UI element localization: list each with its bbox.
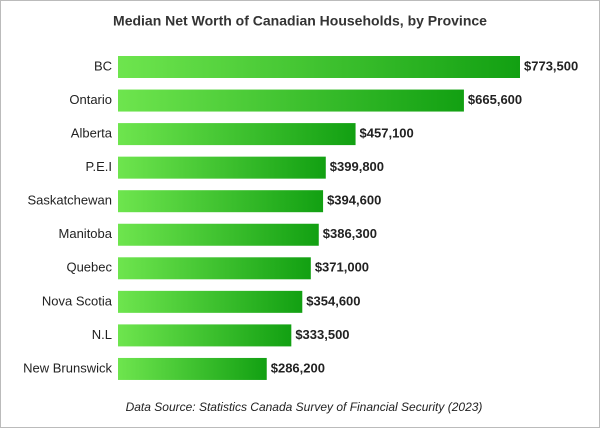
chart-title: Median Net Worth of Canadian Households,…	[113, 13, 487, 29]
value-label: $386,300	[323, 226, 377, 241]
bar	[118, 190, 324, 213]
value-label: $773,500	[524, 58, 578, 73]
bar	[118, 223, 319, 246]
category-label: Alberta	[71, 126, 113, 141]
category-label: Nova Scotia	[42, 293, 113, 308]
category-label: P.E.I	[85, 159, 112, 174]
category-label: Manitoba	[59, 226, 113, 241]
bar	[118, 123, 356, 146]
category-label: Ontario	[69, 92, 112, 107]
value-label: $457,100	[360, 126, 414, 141]
bar	[118, 290, 303, 313]
bar	[118, 89, 464, 112]
bar	[118, 156, 326, 179]
value-label: $286,200	[271, 360, 325, 375]
bar	[118, 357, 267, 380]
value-label: $665,600	[468, 92, 522, 107]
value-label: $354,600	[306, 293, 360, 308]
bar	[118, 324, 292, 347]
category-label: Saskatchewan	[27, 193, 112, 208]
value-label: $394,600	[327, 193, 381, 208]
category-label: Quebec	[66, 260, 112, 275]
value-label: $333,500	[295, 327, 349, 342]
category-label: New Brunswick	[23, 360, 112, 375]
category-label: BC	[94, 58, 112, 73]
value-label: $399,800	[330, 159, 384, 174]
bar	[118, 257, 311, 280]
value-label: $371,000	[315, 260, 369, 275]
category-label: N.L	[92, 327, 112, 342]
bar	[118, 56, 520, 78]
source-note: Data Source: Statistics Canada Survey of…	[126, 400, 483, 414]
